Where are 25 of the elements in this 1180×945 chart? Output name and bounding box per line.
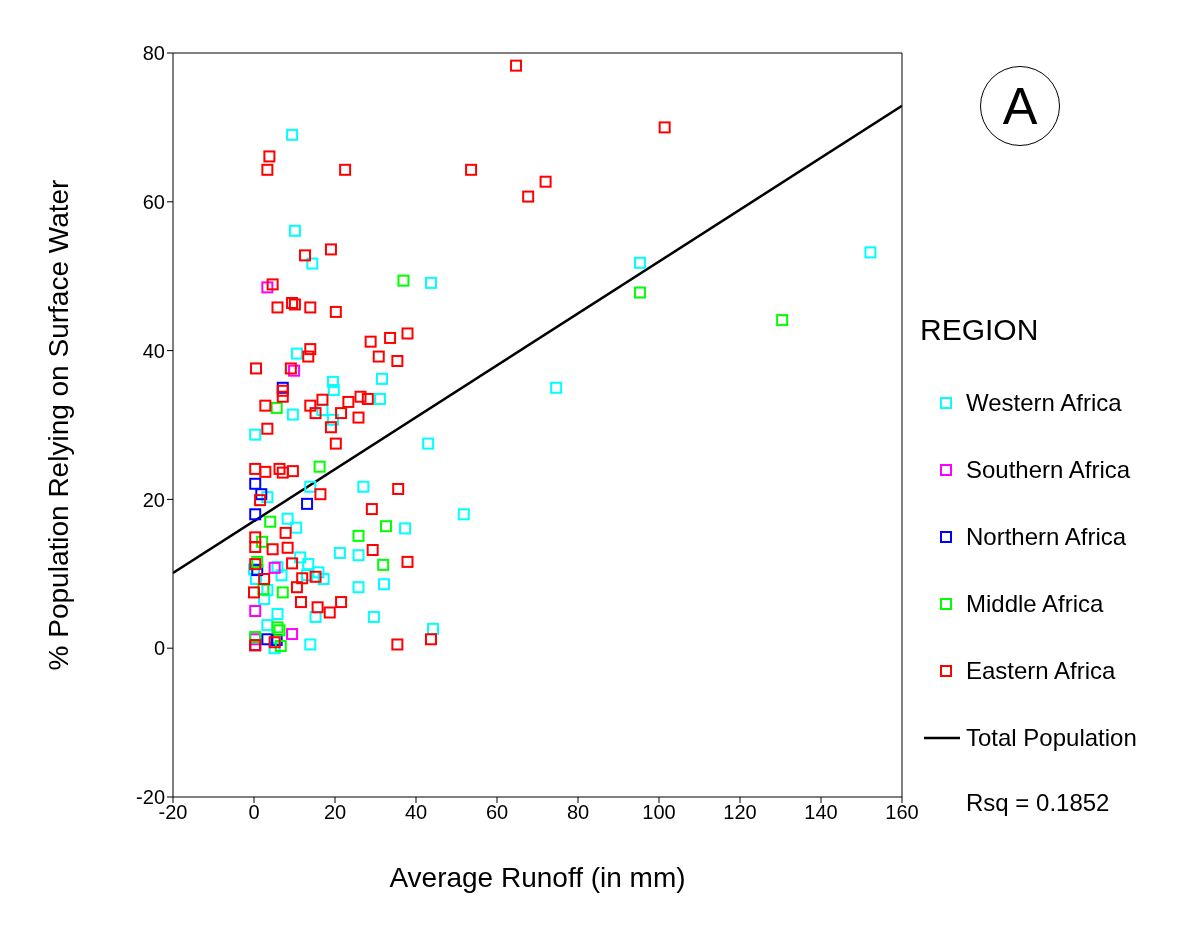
- y-tick-label: 80: [142, 42, 165, 65]
- x-tick-label: 80: [566, 801, 590, 824]
- x-tick-label: 60: [485, 801, 509, 824]
- legend-label: Middle Africa: [966, 589, 1104, 618]
- text: A: [980, 66, 1060, 146]
- y-axis-title: % Population Relying on Surface Water: [42, 179, 74, 671]
- legend-label: Southern Africa: [966, 455, 1131, 484]
- text: Rsq = 0.1852: [966, 789, 1111, 817]
- x-axis-title: Average Runoff (in mm): [389, 862, 686, 893]
- legend-label: Total Population: [966, 723, 1137, 752]
- x-tick-label: 100: [642, 801, 676, 824]
- y-tick-label: 60: [142, 190, 165, 213]
- legend-label: Northern Africa: [966, 522, 1127, 551]
- legend-label: Eastern Africa: [966, 656, 1116, 685]
- y-tick-label: 40: [142, 339, 165, 362]
- x-tick-label: 140: [804, 801, 838, 824]
- x-tick-label: 40: [404, 801, 428, 824]
- x-tick-label: 20: [323, 801, 347, 824]
- x-tick-label: 160: [885, 801, 919, 824]
- y-tick-label: 0: [153, 637, 165, 660]
- y-tick-label: 20: [142, 488, 165, 511]
- x-tick-label: 0: [248, 801, 260, 824]
- legend-label: Western Africa: [966, 388, 1122, 417]
- legend-title: REGION: [920, 313, 1040, 347]
- x-tick-label: 120: [723, 801, 757, 824]
